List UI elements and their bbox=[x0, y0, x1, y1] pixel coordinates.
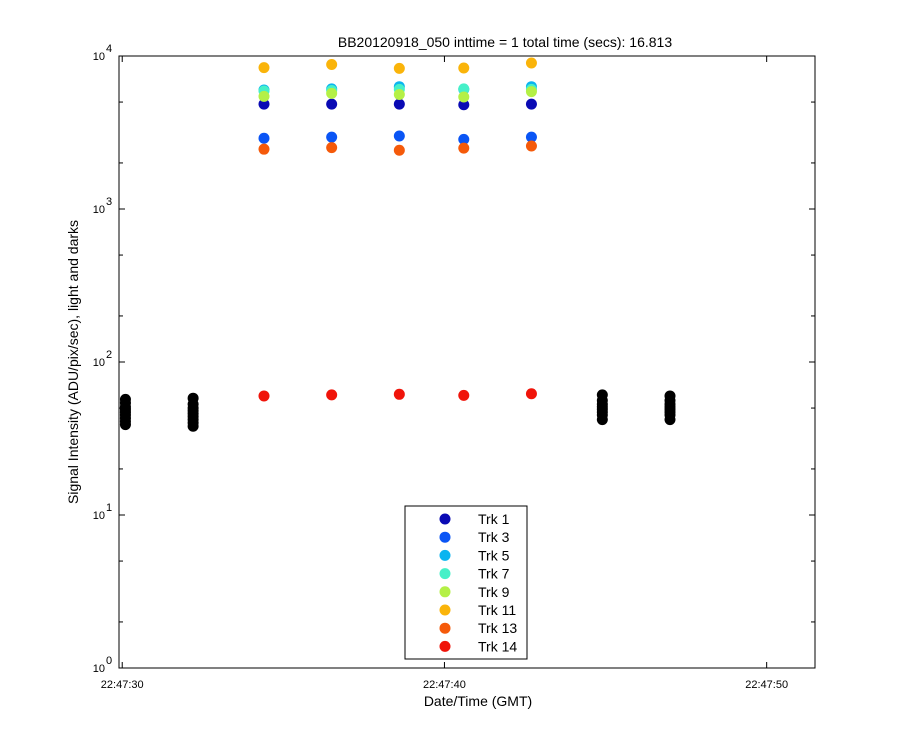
legend-marker-trk-9 bbox=[439, 586, 451, 598]
point-trk-11 bbox=[258, 62, 270, 74]
legend-box bbox=[404, 505, 528, 660]
point-trk-9 bbox=[458, 91, 470, 103]
x-axis-label: Date/Time (GMT) bbox=[424, 693, 532, 709]
data-marks bbox=[119, 57, 676, 432]
chart-title: BB20120918_050 inttime = 1 total time (s… bbox=[338, 34, 672, 50]
point-trk-3 bbox=[258, 132, 270, 144]
dark-point bbox=[187, 392, 199, 404]
point-trk-7 bbox=[458, 83, 470, 95]
y-tick-label: 10 bbox=[93, 357, 105, 369]
y-tick-exponent: 0 bbox=[106, 655, 112, 667]
y-tick-label: 10 bbox=[93, 663, 105, 675]
legend-label-trk-3: Trk 3 bbox=[478, 529, 510, 545]
point-trk-11 bbox=[525, 57, 537, 69]
point-trk-1 bbox=[393, 98, 405, 110]
point-trk-13 bbox=[525, 140, 537, 152]
point-trk-14 bbox=[525, 388, 537, 400]
legend: Trk 1 Trk 3 Trk 5 Trk 7 Trk 9 Trk 11 Trk 13 Trk… bbox=[404, 505, 528, 660]
point-trk-1 bbox=[258, 98, 270, 110]
point-trk-13 bbox=[458, 142, 470, 154]
legend-label-trk-11: Trk 11 bbox=[478, 602, 516, 618]
point-trk-3 bbox=[326, 131, 338, 143]
point-trk-9 bbox=[258, 90, 270, 102]
y-tick-exponent: 2 bbox=[106, 349, 112, 361]
point-trk-9 bbox=[326, 87, 338, 99]
legend-label-trk-9: Trk 9 bbox=[478, 584, 510, 600]
point-trk-11 bbox=[393, 62, 405, 74]
point-trk-9 bbox=[525, 86, 537, 98]
y-tick-exponent: 3 bbox=[106, 196, 112, 208]
point-trk-3 bbox=[458, 133, 470, 145]
legend-marker-trk-1 bbox=[439, 513, 451, 525]
point-trk-14 bbox=[458, 389, 470, 401]
legend-label-trk-7: Trk 7 bbox=[478, 566, 510, 582]
legend-label-trk-1: Trk 1 bbox=[478, 511, 510, 527]
y-tick-label: 10 bbox=[93, 204, 105, 216]
legend-marker-trk-5 bbox=[439, 549, 451, 561]
point-trk-3 bbox=[393, 130, 405, 142]
point-trk-13 bbox=[326, 142, 338, 154]
x-tick-label: 22:47:50 bbox=[745, 679, 788, 691]
y-axis-label: Signal Intensity (ADU/pix/sec), light an… bbox=[65, 220, 81, 504]
legend-marker-trk-7 bbox=[439, 568, 451, 580]
point-trk-14 bbox=[326, 389, 338, 401]
y-tick-exponent: 4 bbox=[106, 43, 112, 55]
point-trk-1 bbox=[458, 99, 470, 111]
point-trk-3 bbox=[525, 131, 537, 143]
dark-point bbox=[119, 393, 131, 405]
plot-frame bbox=[118, 55, 816, 669]
point-trk-14 bbox=[258, 390, 270, 402]
point-trk-11 bbox=[458, 62, 470, 74]
point-trk-13 bbox=[393, 144, 405, 156]
y-tick-label: 10 bbox=[93, 510, 105, 522]
legend-label-trk-5: Trk 5 bbox=[478, 547, 510, 563]
y-tick-exponent: 1 bbox=[106, 502, 112, 514]
legend-marker-trk-3 bbox=[439, 531, 451, 543]
point-trk-9 bbox=[393, 89, 405, 101]
point-trk-13 bbox=[258, 143, 270, 155]
dark-point bbox=[664, 390, 676, 402]
x-tick-label: 22:47:30 bbox=[101, 679, 144, 691]
point-trk-11 bbox=[326, 58, 338, 70]
legend-marker-trk-11 bbox=[439, 604, 451, 616]
legend-marker-trk-14 bbox=[439, 640, 451, 652]
dark-point bbox=[596, 389, 608, 401]
point-trk-14 bbox=[393, 388, 405, 400]
legend-label-trk-14: Trk 14 bbox=[478, 638, 517, 654]
point-trk-1 bbox=[326, 98, 338, 110]
legend-marker-trk-13 bbox=[439, 622, 451, 634]
y-tick-label: 10 bbox=[93, 51, 105, 63]
x-tick-label: 22:47:40 bbox=[423, 679, 466, 691]
point-trk-1 bbox=[525, 98, 537, 110]
legend-label-trk-13: Trk 13 bbox=[478, 620, 517, 636]
